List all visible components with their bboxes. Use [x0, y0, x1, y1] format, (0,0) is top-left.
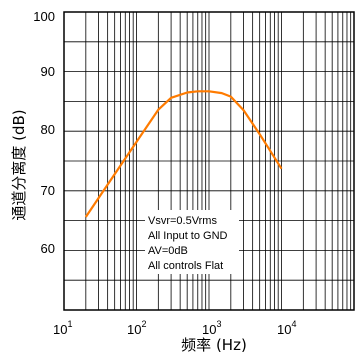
x-tick-labels: 101 102 103 104 [53, 319, 296, 337]
y-tick-labels: 100 90 80 70 60 [33, 9, 55, 256]
note-line: AV=0dB [148, 245, 188, 257]
test-conditions-note: Vsvr=0.5Vrms All Input to GND AV=0dB All… [145, 210, 239, 274]
y-tick-label: 100 [33, 9, 55, 24]
y-axis-label: 通道分离度 (dB) [10, 109, 28, 220]
series-layer [84, 90, 283, 218]
note-line: All controls Flat [148, 260, 223, 272]
note-line: All Input to GND [148, 230, 228, 242]
plot-frame [63, 11, 355, 311]
note-line: Vsvr=0.5Vrms [148, 215, 217, 227]
x-tick-label: 104 [277, 319, 296, 337]
y-tick-label: 90 [41, 64, 55, 79]
y-tick-label: 70 [41, 183, 55, 198]
y-tick-label: 80 [41, 122, 55, 137]
x-tick-label: 103 [202, 319, 221, 337]
note-background [145, 210, 239, 274]
x-axis-label: 频率 (Hz) [181, 336, 247, 353]
x-tick-label: 102 [127, 319, 146, 337]
separation-curve [84, 90, 283, 218]
x-tick-label: 101 [53, 319, 72, 337]
y-tick-label: 60 [41, 241, 55, 256]
